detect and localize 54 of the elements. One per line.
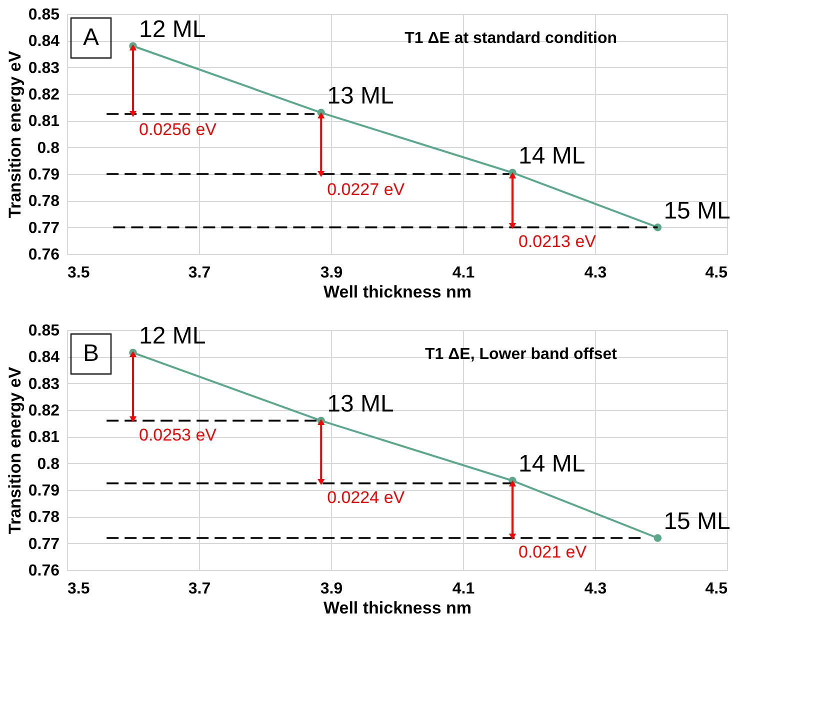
x-tick-label: 4.1 (452, 264, 475, 282)
x-tick-label: 3.5 (68, 580, 90, 598)
y-tick-label: 0.79 (28, 166, 60, 184)
text: T1 ΔE at standard condition (404, 30, 617, 47)
annotation: 14 ML (518, 142, 586, 170)
y-tick-label: 0.8 (37, 456, 60, 473)
y-tick-label: 0.81 (28, 113, 60, 130)
y-tick-label: 0.82 (28, 402, 60, 420)
x-tick-label: 3.7 (188, 264, 211, 282)
annotation: 15 ML (664, 197, 730, 224)
x-tick-label: 3.9 (320, 264, 343, 282)
y-tick-label: 0.81 (28, 429, 60, 446)
annotation: 0.0224 eV (327, 488, 406, 507)
y-tick-label: 0.76 (28, 246, 60, 264)
x-axis-title: Well thickness nm (323, 598, 472, 618)
x-tick-label: 4.3 (584, 580, 607, 598)
annotation: 12 ML (139, 322, 206, 350)
annotation: 0.0253 eV (139, 425, 218, 444)
y-tick-label: 0.79 (28, 482, 60, 500)
text: T1 ΔE, Lower band offset (425, 346, 618, 363)
y-axis-title: Transition energy eV (5, 366, 24, 534)
y-tick-label: 0.78 (28, 509, 60, 526)
y-tick-label: 0.78 (28, 193, 60, 210)
y-tick-label: 0.84 (28, 33, 60, 50)
x-tick-label: 4.1 (452, 580, 475, 598)
x-tick-label: 4.5 (705, 264, 728, 282)
x-tick-label: 4.5 (705, 580, 728, 598)
annotation: 13 ML (327, 390, 394, 418)
y-tick-label: 0.77 (28, 220, 60, 237)
x-tick-label: 3.5 (68, 264, 90, 282)
y-tick-label: 0.82 (28, 86, 60, 104)
annotation: B (82, 340, 100, 367)
y-tick-label: 0.8 (37, 140, 60, 157)
y-tick-label: 0.77 (28, 536, 60, 553)
x-axis-title: Well thickness nm (323, 282, 472, 302)
annotation: 15 ML (664, 508, 730, 535)
y-tick-label: 0.85 (28, 322, 60, 340)
annotation: 0.021 eV (518, 542, 588, 562)
annotation: A (82, 24, 100, 51)
y-tick-label: 0.84 (28, 349, 60, 366)
annotation: 12 ML (139, 16, 206, 43)
annotation: 13 ML (327, 82, 394, 110)
x-tick-label: 4.3 (584, 264, 607, 282)
y-tick-label: 0.83 (28, 60, 60, 77)
y-tick-label: 0.76 (28, 562, 60, 580)
x-tick-label: 3.9 (320, 580, 343, 598)
y-tick-label: 0.83 (28, 376, 60, 393)
x-tick-label: 3.7 (188, 580, 211, 598)
annotation: 14 ML (518, 450, 586, 478)
annotation: 0.0227 eV (327, 180, 406, 199)
annotation: 0.0256 eV (139, 120, 218, 139)
annotation: 0.0213 eV (518, 232, 597, 251)
y-tick-label: 0.85 (28, 6, 60, 24)
y-axis-title: Transition energy eV (5, 50, 24, 218)
